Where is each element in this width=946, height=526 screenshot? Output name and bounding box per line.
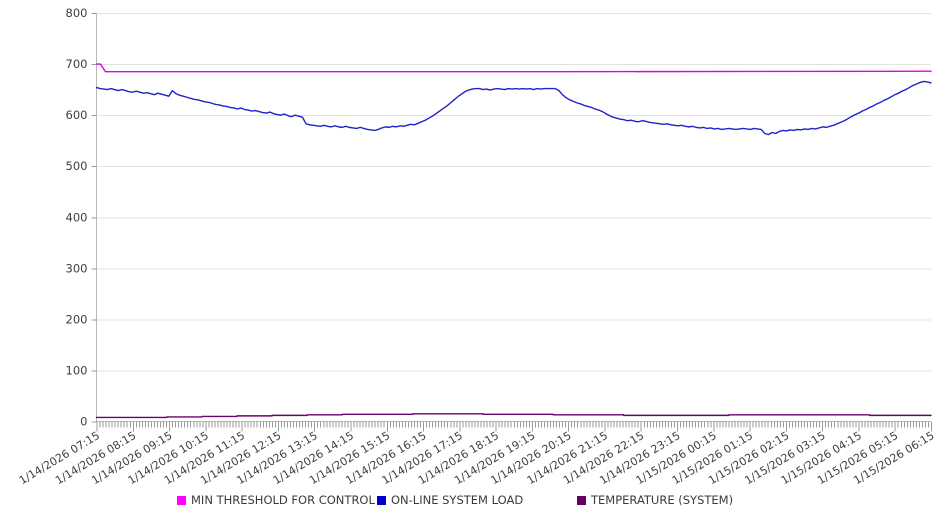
x-axis-major-ticks (96, 421, 932, 432)
y-axis-tick-label: 400 (66, 210, 88, 224)
legend-swatch (377, 496, 386, 505)
y-axis-tick-label: 300 (66, 261, 88, 275)
y-axis-tick-label: 800 (66, 6, 88, 20)
chart-legend: MIN THRESHOLD FOR CONTROL ON-LINE SYSTEM … (177, 493, 733, 507)
y-axis-tick-label: 100 (66, 363, 88, 377)
y-axis-tick-label: 500 (66, 159, 88, 173)
series-line-on-line-system-load (95, 80, 932, 136)
legend-swatch (177, 496, 186, 505)
legend-label: TEMPERATURE (SYSTEM) (590, 493, 733, 507)
legend-label: MIN THRESHOLD FOR CONTROL (191, 493, 375, 507)
legend-swatch (577, 496, 586, 505)
y-axis-tick-label: 600 (66, 108, 88, 122)
series-line-temperature-system (95, 413, 932, 419)
legend-label: ON-LINE SYSTEM LOAD (391, 493, 523, 507)
y-axis-tick-label: 0 (80, 415, 87, 429)
legend-item[interactable]: TEMPERATURE (SYSTEM) (577, 493, 733, 507)
y-axis-tick-labels: 800 700 600 500 400 300 200 100 0 (66, 6, 88, 429)
y-axis-tick-label: 200 (66, 312, 88, 326)
legend-item[interactable]: MIN THRESHOLD FOR CONTROL (177, 493, 375, 507)
series-line-min-threshold-for-control (95, 63, 932, 73)
y-axis-tick-label: 700 (66, 57, 88, 71)
gridlines (91, 13, 931, 423)
legend-item[interactable]: ON-LINE SYSTEM LOAD (377, 493, 523, 507)
